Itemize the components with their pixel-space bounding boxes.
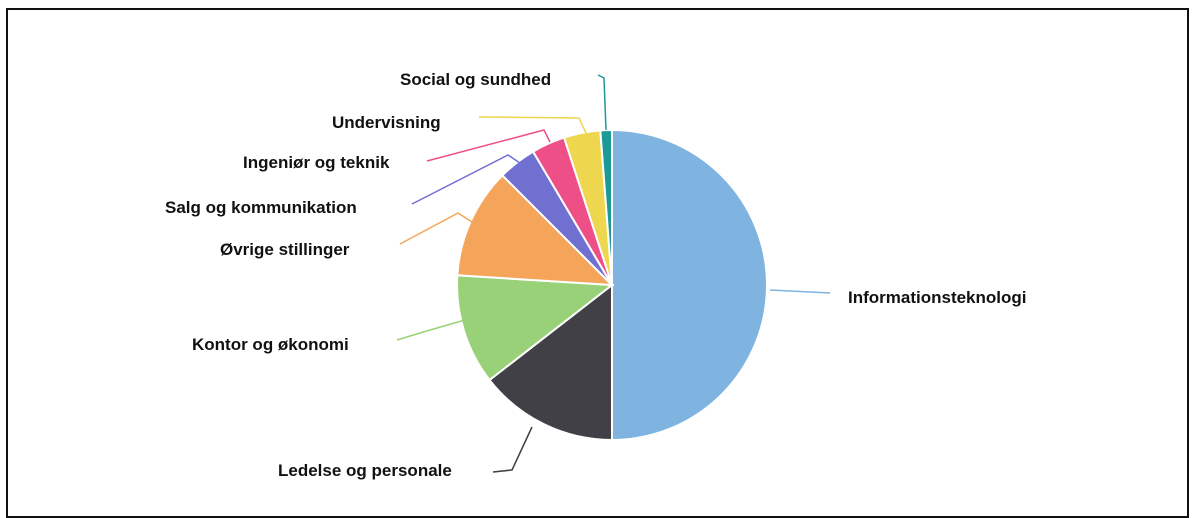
slice-label-1: Informationsteknologi: [848, 288, 1027, 307]
leader-line-1: [769, 289, 831, 294]
slice-labels: Informationsteknologi Ledelse og personal…: [165, 70, 1027, 480]
leader-lines: [396, 74, 831, 473]
pie-slice-8: [599, 128, 613, 286]
leader-line-7: [478, 116, 587, 134]
pie-slice-2: [488, 282, 613, 442]
leader-line-3: [396, 319, 466, 341]
pie-slice-1: [611, 128, 768, 442]
pie-slice-3: [456, 274, 615, 382]
leader-line-8: [597, 74, 607, 131]
slice-label-8: Social og sundhed: [400, 70, 551, 89]
slice-label-4: Øvrige stillinger: [220, 240, 350, 259]
slice-label-7: Undervisning: [332, 113, 441, 132]
slice-label-3: Kontor og økonomi: [192, 335, 349, 354]
leader-line-6: [426, 129, 551, 162]
slice-label-5: Salg og kommunikation: [165, 198, 357, 217]
slice-label-2: Ledelse og personale: [278, 461, 452, 480]
leader-line-5: [411, 154, 521, 205]
pie-slices: [456, 128, 768, 442]
leader-line-4: [399, 212, 473, 245]
slice-label-6: Ingeniør og teknik: [243, 153, 390, 172]
leader-line-2: [492, 426, 533, 473]
